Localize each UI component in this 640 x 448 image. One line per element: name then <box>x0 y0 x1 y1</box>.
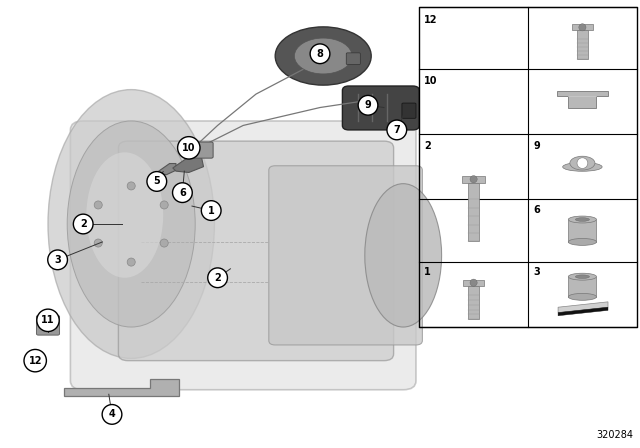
Ellipse shape <box>387 120 406 140</box>
Ellipse shape <box>48 250 67 270</box>
FancyBboxPatch shape <box>402 103 416 118</box>
Ellipse shape <box>36 309 60 332</box>
Bar <box>468 286 479 319</box>
Ellipse shape <box>568 273 596 280</box>
Text: 4: 4 <box>109 409 115 419</box>
Text: 9: 9 <box>365 100 371 110</box>
FancyBboxPatch shape <box>184 142 213 158</box>
Ellipse shape <box>25 353 42 369</box>
Ellipse shape <box>147 172 166 191</box>
Polygon shape <box>64 379 179 396</box>
Text: 2: 2 <box>424 141 431 151</box>
FancyBboxPatch shape <box>118 141 394 361</box>
Ellipse shape <box>127 182 135 190</box>
Text: 3: 3 <box>54 255 61 265</box>
Ellipse shape <box>173 183 192 202</box>
Polygon shape <box>157 164 176 175</box>
Ellipse shape <box>577 158 588 168</box>
Ellipse shape <box>365 184 442 327</box>
Ellipse shape <box>568 293 596 300</box>
Bar <box>568 277 596 297</box>
Polygon shape <box>558 302 608 313</box>
Ellipse shape <box>191 143 199 151</box>
Text: 2: 2 <box>80 219 86 229</box>
Text: 320284: 320284 <box>596 430 634 440</box>
Ellipse shape <box>208 268 227 288</box>
Bar <box>468 182 479 241</box>
Ellipse shape <box>102 405 122 424</box>
Text: 10: 10 <box>424 76 438 86</box>
Text: 8: 8 <box>317 49 323 59</box>
Text: 5: 5 <box>154 177 160 186</box>
Text: 11: 11 <box>41 315 55 325</box>
FancyBboxPatch shape <box>346 53 360 65</box>
Text: 6: 6 <box>179 188 186 198</box>
Ellipse shape <box>94 201 102 209</box>
Ellipse shape <box>127 258 135 266</box>
Ellipse shape <box>202 201 221 220</box>
Text: 7: 7 <box>394 125 400 135</box>
Ellipse shape <box>579 24 586 31</box>
Ellipse shape <box>24 349 47 372</box>
Bar <box>572 24 593 30</box>
Ellipse shape <box>568 216 596 223</box>
Ellipse shape <box>86 152 163 278</box>
Bar <box>462 176 485 182</box>
Ellipse shape <box>275 27 371 85</box>
Ellipse shape <box>575 275 589 279</box>
Ellipse shape <box>67 121 195 327</box>
Text: 9: 9 <box>533 141 540 151</box>
Ellipse shape <box>74 214 93 234</box>
FancyBboxPatch shape <box>269 166 422 345</box>
Text: 1: 1 <box>208 206 214 215</box>
Polygon shape <box>173 157 204 172</box>
Ellipse shape <box>178 137 200 159</box>
Ellipse shape <box>470 279 477 286</box>
Ellipse shape <box>316 49 330 63</box>
Ellipse shape <box>48 90 214 358</box>
Ellipse shape <box>358 95 378 115</box>
Text: 3: 3 <box>533 267 540 277</box>
Text: 6: 6 <box>533 205 540 215</box>
FancyBboxPatch shape <box>342 86 419 130</box>
Bar <box>463 280 484 286</box>
Ellipse shape <box>94 239 102 247</box>
Text: 1: 1 <box>424 267 431 277</box>
Bar <box>577 30 588 59</box>
Bar <box>568 220 596 242</box>
Ellipse shape <box>294 38 352 74</box>
Text: 12: 12 <box>28 356 42 366</box>
Text: 10: 10 <box>182 143 196 153</box>
FancyBboxPatch shape <box>70 121 416 390</box>
FancyBboxPatch shape <box>36 315 60 335</box>
Text: 2: 2 <box>214 273 221 283</box>
Polygon shape <box>558 307 608 316</box>
Ellipse shape <box>310 44 330 64</box>
Polygon shape <box>557 90 608 108</box>
Ellipse shape <box>160 239 168 247</box>
Ellipse shape <box>570 156 595 170</box>
Ellipse shape <box>568 238 596 246</box>
Text: 12: 12 <box>424 15 438 25</box>
Ellipse shape <box>470 176 477 183</box>
Ellipse shape <box>160 201 168 209</box>
Ellipse shape <box>575 218 589 221</box>
Ellipse shape <box>563 163 602 171</box>
